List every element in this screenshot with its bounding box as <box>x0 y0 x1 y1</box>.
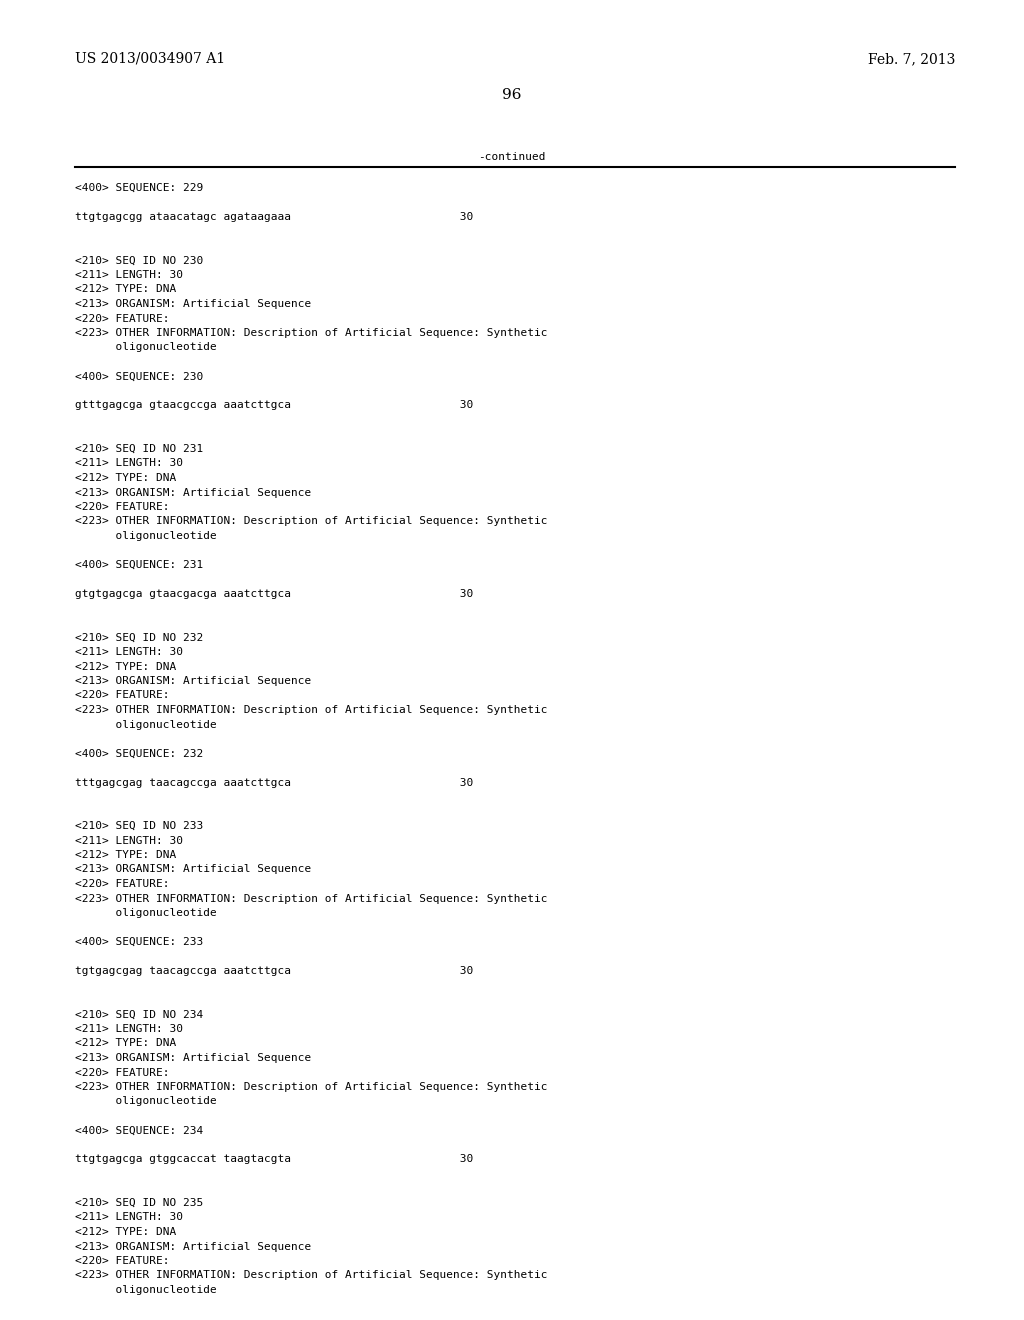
Text: tttgagcgag taacagccga aaatcttgca                         30: tttgagcgag taacagccga aaatcttgca 30 <box>75 777 473 788</box>
Text: gtttgagcga gtaacgccga aaatcttgca                         30: gtttgagcga gtaacgccga aaatcttgca 30 <box>75 400 473 411</box>
Text: <212> TYPE: DNA: <212> TYPE: DNA <box>75 473 176 483</box>
Text: oligonucleotide: oligonucleotide <box>75 908 217 917</box>
Text: <220> FEATURE:: <220> FEATURE: <box>75 1068 170 1077</box>
Text: <220> FEATURE:: <220> FEATURE: <box>75 314 170 323</box>
Text: Feb. 7, 2013: Feb. 7, 2013 <box>867 51 955 66</box>
Text: <213> ORGANISM: Artificial Sequence: <213> ORGANISM: Artificial Sequence <box>75 300 311 309</box>
Text: <212> TYPE: DNA: <212> TYPE: DNA <box>75 661 176 672</box>
Text: <212> TYPE: DNA: <212> TYPE: DNA <box>75 1228 176 1237</box>
Text: <212> TYPE: DNA: <212> TYPE: DNA <box>75 850 176 861</box>
Text: <400> SEQUENCE: 234: <400> SEQUENCE: 234 <box>75 1126 203 1135</box>
Text: <210> SEQ ID NO 233: <210> SEQ ID NO 233 <box>75 821 203 832</box>
Text: <400> SEQUENCE: 231: <400> SEQUENCE: 231 <box>75 560 203 570</box>
Text: <400> SEQUENCE: 230: <400> SEQUENCE: 230 <box>75 371 203 381</box>
Text: ttgtgagcga gtggcaccat taagtacgta                         30: ttgtgagcga gtggcaccat taagtacgta 30 <box>75 1155 473 1164</box>
Text: <210> SEQ ID NO 234: <210> SEQ ID NO 234 <box>75 1010 203 1019</box>
Text: <223> OTHER INFORMATION: Description of Artificial Sequence: Synthetic: <223> OTHER INFORMATION: Description of … <box>75 705 548 715</box>
Text: <211> LENGTH: 30: <211> LENGTH: 30 <box>75 647 183 657</box>
Text: oligonucleotide: oligonucleotide <box>75 719 217 730</box>
Text: <400> SEQUENCE: 229: <400> SEQUENCE: 229 <box>75 183 203 193</box>
Text: <212> TYPE: DNA: <212> TYPE: DNA <box>75 1039 176 1048</box>
Text: <400> SEQUENCE: 233: <400> SEQUENCE: 233 <box>75 937 203 946</box>
Text: <211> LENGTH: 30: <211> LENGTH: 30 <box>75 1024 183 1034</box>
Text: <213> ORGANISM: Artificial Sequence: <213> ORGANISM: Artificial Sequence <box>75 1053 311 1063</box>
Text: <213> ORGANISM: Artificial Sequence: <213> ORGANISM: Artificial Sequence <box>75 676 311 686</box>
Text: <220> FEATURE:: <220> FEATURE: <box>75 502 170 512</box>
Text: <220> FEATURE:: <220> FEATURE: <box>75 1257 170 1266</box>
Text: tgtgagcgag taacagccga aaatcttgca                         30: tgtgagcgag taacagccga aaatcttgca 30 <box>75 966 473 975</box>
Text: gtgtgagcga gtaacgacga aaatcttgca                         30: gtgtgagcga gtaacgacga aaatcttgca 30 <box>75 589 473 599</box>
Text: <223> OTHER INFORMATION: Description of Artificial Sequence: Synthetic: <223> OTHER INFORMATION: Description of … <box>75 327 548 338</box>
Text: oligonucleotide: oligonucleotide <box>75 342 217 352</box>
Text: US 2013/0034907 A1: US 2013/0034907 A1 <box>75 51 225 66</box>
Text: <211> LENGTH: 30: <211> LENGTH: 30 <box>75 836 183 846</box>
Text: <210> SEQ ID NO 232: <210> SEQ ID NO 232 <box>75 632 203 643</box>
Text: <210> SEQ ID NO 231: <210> SEQ ID NO 231 <box>75 444 203 454</box>
Text: <223> OTHER INFORMATION: Description of Artificial Sequence: Synthetic: <223> OTHER INFORMATION: Description of … <box>75 894 548 903</box>
Text: 96: 96 <box>502 88 522 102</box>
Text: <223> OTHER INFORMATION: Description of Artificial Sequence: Synthetic: <223> OTHER INFORMATION: Description of … <box>75 516 548 527</box>
Text: <211> LENGTH: 30: <211> LENGTH: 30 <box>75 271 183 280</box>
Text: -continued: -continued <box>478 152 546 162</box>
Text: <212> TYPE: DNA: <212> TYPE: DNA <box>75 285 176 294</box>
Text: oligonucleotide: oligonucleotide <box>75 1097 217 1106</box>
Text: <220> FEATURE:: <220> FEATURE: <box>75 879 170 888</box>
Text: <220> FEATURE:: <220> FEATURE: <box>75 690 170 701</box>
Text: oligonucleotide: oligonucleotide <box>75 531 217 541</box>
Text: <213> ORGANISM: Artificial Sequence: <213> ORGANISM: Artificial Sequence <box>75 487 311 498</box>
Text: <210> SEQ ID NO 230: <210> SEQ ID NO 230 <box>75 256 203 265</box>
Text: <211> LENGTH: 30: <211> LENGTH: 30 <box>75 458 183 469</box>
Text: <400> SEQUENCE: 232: <400> SEQUENCE: 232 <box>75 748 203 759</box>
Text: <213> ORGANISM: Artificial Sequence: <213> ORGANISM: Artificial Sequence <box>75 1242 311 1251</box>
Text: ttgtgagcgg ataacatagc agataagaaa                         30: ttgtgagcgg ataacatagc agataagaaa 30 <box>75 213 473 222</box>
Text: <223> OTHER INFORMATION: Description of Artificial Sequence: Synthetic: <223> OTHER INFORMATION: Description of … <box>75 1270 548 1280</box>
Text: <210> SEQ ID NO 235: <210> SEQ ID NO 235 <box>75 1199 203 1208</box>
Text: <211> LENGTH: 30: <211> LENGTH: 30 <box>75 1213 183 1222</box>
Text: <223> OTHER INFORMATION: Description of Artificial Sequence: Synthetic: <223> OTHER INFORMATION: Description of … <box>75 1082 548 1092</box>
Text: <213> ORGANISM: Artificial Sequence: <213> ORGANISM: Artificial Sequence <box>75 865 311 874</box>
Text: oligonucleotide: oligonucleotide <box>75 1284 217 1295</box>
